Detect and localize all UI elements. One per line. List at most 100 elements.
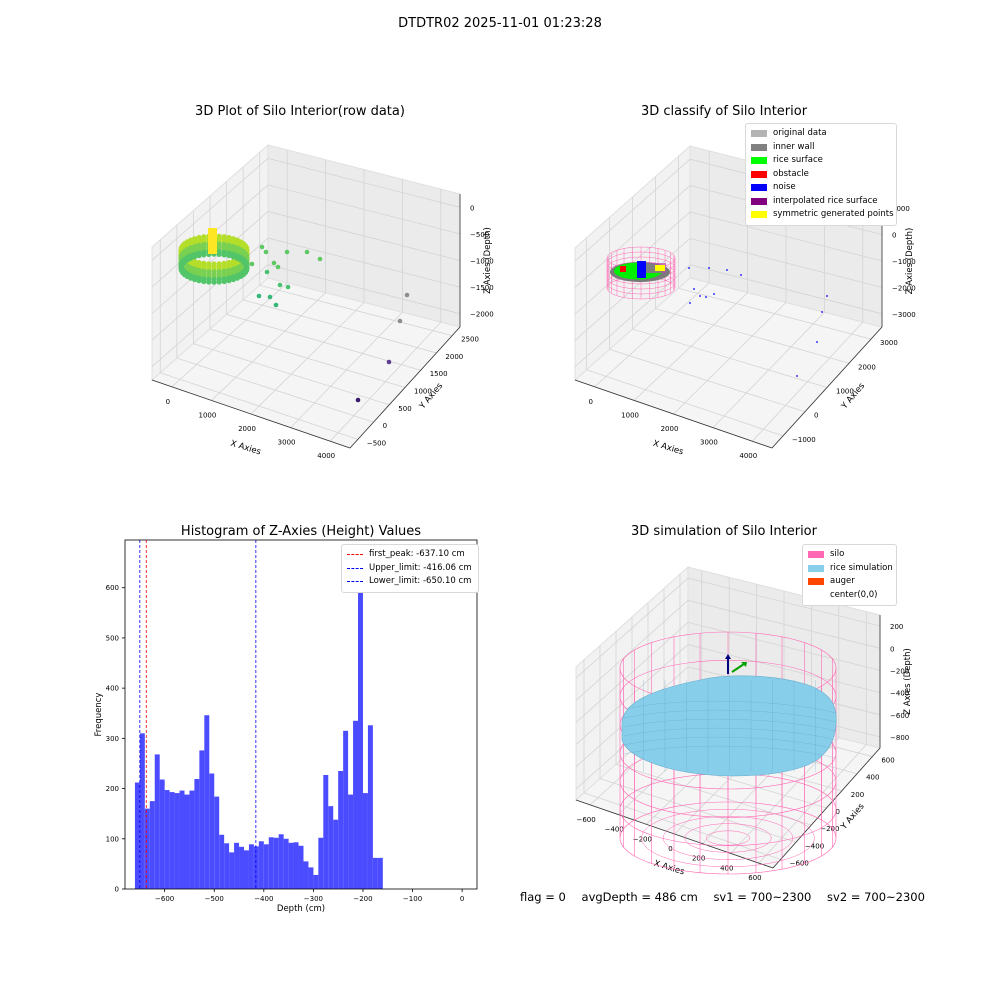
legend-swatch [751, 197, 767, 205]
histogram-bar [293, 842, 299, 889]
histogram-bar [224, 843, 230, 889]
auger-arrow [731, 663, 745, 673]
y-tick-label: 2000 [858, 363, 876, 371]
legend-label: Upper_limit: -416.06 cm [369, 562, 472, 573]
x-tick-label: −500 [205, 895, 224, 903]
legend-item-auger: auger [808, 575, 891, 589]
raw-point [256, 293, 262, 299]
x-tick-label: −400 [605, 826, 624, 834]
histogram-bar [288, 842, 294, 889]
y-tick-label: 3000 [880, 339, 898, 347]
histogram-bar [209, 773, 215, 889]
histogram-bar [159, 779, 165, 889]
sv1-text: sv1 = 700~2300 [713, 890, 812, 904]
z-tick-label: −3000 [892, 311, 916, 319]
raw-point [234, 275, 240, 281]
silo-floor-wire [662, 816, 794, 860]
silo-floor-wire [684, 823, 772, 853]
y-tick-label: 400 [866, 774, 879, 782]
flag-text: flag = 0 [520, 890, 566, 904]
noise-cluster [637, 261, 646, 278]
histogram-bar [313, 874, 319, 889]
y-tick-label: 0 [383, 422, 387, 430]
legend-swatch [808, 564, 824, 572]
histogram-bar [283, 838, 289, 889]
panel3-legend: first_peak: -637.10 cm Upper_limit: -416… [341, 544, 479, 593]
z-tick-label: −2000 [470, 311, 494, 319]
x-tick-label: −600 [155, 895, 174, 903]
panel2-classify-3d-plot: 0 1000 2000 3000 4000 −1000 0 1000 2000 3000 −3000… [574, 144, 916, 460]
x-tick-label: 3000 [700, 439, 718, 447]
y-tick-label: 1500 [430, 370, 448, 378]
legend-item-silo: silo [808, 548, 891, 562]
y-tick-label: 0 [814, 412, 818, 420]
y-axis-label: Y Axies [417, 381, 445, 412]
legend-swatch [808, 551, 824, 559]
y-tick-label: 200 [851, 791, 864, 799]
histogram-bar [273, 837, 279, 889]
noise-point [726, 269, 728, 271]
histogram-bar [377, 857, 383, 889]
x-tick-label: −200 [353, 895, 372, 903]
raw-point [244, 263, 250, 269]
x-tick-label: 0 [588, 398, 592, 406]
rice-mesh-line [623, 718, 837, 732]
z-tick-label: 0 [470, 204, 474, 212]
y-tick-label: −400 [805, 842, 824, 850]
histogram-bar [243, 850, 249, 889]
x-tick-label: −200 [633, 835, 652, 843]
y-tick-label: 200 [106, 785, 119, 793]
histogram-bar [139, 733, 145, 889]
grid-line [243, 299, 437, 354]
raw-point [188, 255, 194, 261]
y-tick-label: 500 [106, 634, 119, 642]
raw-point [284, 249, 290, 255]
legend-label: center(0,0) [830, 589, 878, 600]
grid-line [574, 211, 883, 315]
histogram-bar [298, 845, 304, 889]
legend-swatch [751, 211, 767, 219]
histogram-bar [214, 796, 220, 889]
noise-point [713, 293, 715, 295]
panel2-legend: original data inner wall rice surface ob… [745, 123, 897, 226]
raw-point [249, 261, 255, 267]
panel4-simulation-3d-plot: −600 −400 −200 0 200 400 600 −600 −400 −200 0 200 40… [575, 565, 913, 882]
z-tick-label: −1000 [892, 258, 916, 266]
x-tick-label: −600 [576, 816, 595, 824]
histogram-bar [343, 730, 349, 889]
z-tick-label: 200 [890, 623, 903, 631]
grid-line [678, 287, 872, 340]
noise-point [688, 267, 690, 269]
legend-label: rice surface [773, 155, 823, 165]
legend-label: original data [773, 128, 827, 138]
y-tick-label: 100 [106, 835, 119, 843]
legend-label: noise [773, 182, 796, 192]
x-tick-label: 200 [692, 855, 705, 863]
y-tick-label: −200 [820, 825, 839, 833]
raw-point [211, 279, 217, 285]
raw-point [259, 244, 265, 250]
legend-line [347, 567, 363, 569]
histogram-bar [258, 841, 264, 889]
z-axis-label: Z Axies (Depth) [903, 648, 913, 715]
auger-arrow-head [741, 662, 747, 667]
raw-point [285, 284, 291, 290]
legend-item-rice-simulation: rice simulation [808, 562, 893, 576]
legend-swatch [751, 130, 767, 138]
noise-point [689, 302, 691, 304]
plot-frame [124, 539, 478, 890]
histogram-bar [268, 837, 274, 889]
histogram-bar [164, 790, 170, 889]
silo-floor-wire [641, 808, 815, 868]
x-tick-label: 2000 [238, 425, 256, 433]
noise-point [796, 375, 798, 377]
z-tick-label: 0 [892, 232, 896, 240]
legend-item-interpolated: interpolated rice surface [751, 195, 891, 209]
x-tick-label: 3000 [278, 439, 296, 447]
z-tick-label: −1500 [470, 284, 494, 292]
y-tick-label: −500 [367, 439, 386, 447]
grid-line [574, 237, 883, 341]
x-tick-label: 0 [460, 895, 464, 903]
grid-line [151, 237, 461, 341]
